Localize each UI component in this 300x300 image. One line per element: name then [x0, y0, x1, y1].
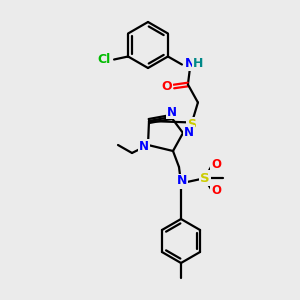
- Text: S: S: [188, 118, 196, 131]
- Text: N: N: [139, 140, 149, 152]
- Text: H: H: [193, 57, 203, 70]
- Text: N: N: [185, 57, 195, 70]
- Text: Cl: Cl: [98, 53, 111, 66]
- Text: O: O: [162, 80, 172, 93]
- Text: O: O: [211, 184, 221, 197]
- Text: O: O: [211, 158, 221, 172]
- Text: N: N: [177, 175, 187, 188]
- Text: S: S: [200, 172, 210, 184]
- Text: N: N: [184, 125, 194, 139]
- Text: N: N: [167, 106, 177, 118]
